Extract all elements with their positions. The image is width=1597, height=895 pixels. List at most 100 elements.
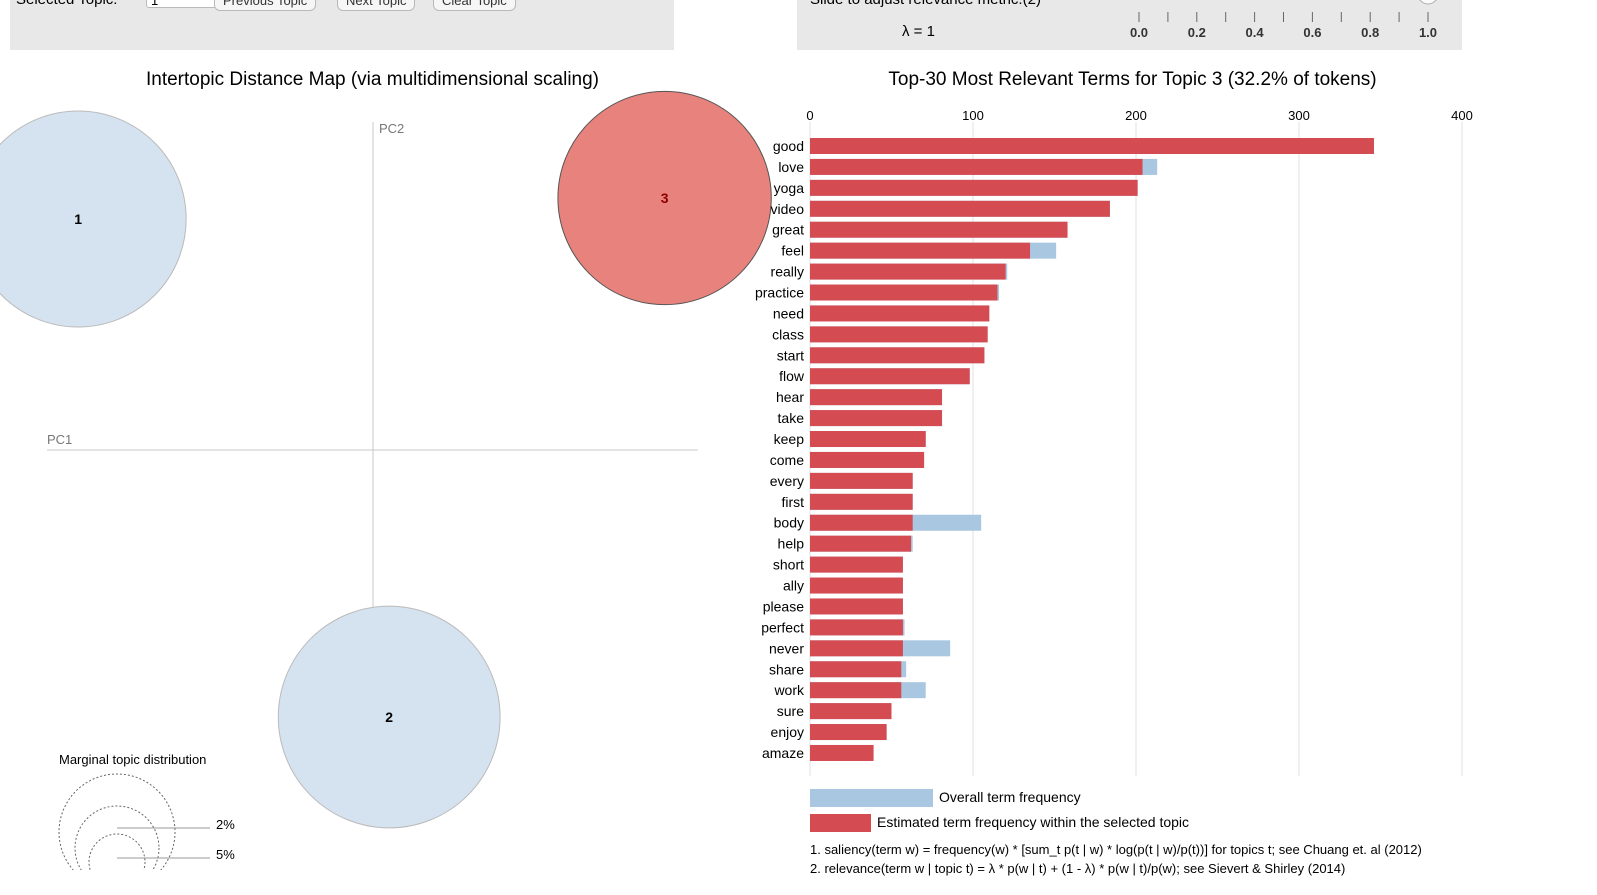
topic-bar-start [810, 347, 985, 364]
marginal-distribution-title: Marginal topic distribution [59, 752, 206, 767]
legend-overall-swatch [810, 789, 933, 807]
topic-bar-share [810, 661, 902, 678]
topic-bar-great [810, 221, 1068, 238]
topic-bar-every [810, 472, 913, 489]
topic-bar-really [810, 263, 1006, 280]
topic-bar-amaze [810, 744, 874, 761]
x-tick-label: 100 [962, 108, 984, 123]
term-label-start: start [777, 347, 804, 363]
legend-topic-label: Estimated term frequency within the sele… [877, 814, 1190, 830]
term-label-amaze: amaze [762, 745, 804, 761]
topic-bar-perfect [810, 619, 903, 636]
topic-bar-please [810, 598, 903, 615]
term-label-keep: keep [774, 431, 805, 447]
topic-bar-class [810, 326, 988, 343]
topic-bar-short [810, 556, 903, 573]
top-terms-bar-chart: 0 100 200 300 400 good love yoga video great feel r… [755, 108, 1473, 776]
slider-tick-label: 0.6 [1303, 25, 1321, 40]
intertopic-map-title: Intertopic Distance Map (via multidimens… [145, 69, 600, 90]
x-tick-label: 400 [1451, 108, 1473, 123]
slider-tick-label: 0.8 [1361, 25, 1379, 40]
x-tick-label: 300 [1288, 108, 1310, 123]
term-label-really: really [771, 264, 804, 280]
intertopic-distance-map: PC1 PC2 1 2 3 Marginal topic distribution 2% 5% [0, 90, 772, 870]
term-label-love: love [778, 159, 804, 175]
topic-bar-ally [810, 577, 903, 594]
term-label-video: video [771, 201, 805, 217]
topic-bar-video [810, 200, 1110, 217]
topic-bar-flow [810, 368, 970, 385]
pc2-axis-label: PC2 [379, 121, 404, 136]
topic-bubble-label: 3 [661, 190, 669, 206]
topic-bar-take [810, 410, 943, 427]
size-legend-circle [88, 833, 146, 870]
topic-bar-body [810, 514, 913, 531]
x-tick-label: 0 [806, 108, 813, 123]
legend-topic-swatch [810, 814, 871, 832]
topic-bar-need [810, 305, 990, 322]
topic-bubble-1[interactable] [0, 110, 187, 328]
term-label-help: help [778, 536, 805, 552]
term-label-great: great [772, 222, 804, 238]
term-label-feel: feel [781, 243, 804, 259]
pc1-axis-label: PC1 [47, 432, 72, 447]
size-legend-circle [58, 773, 176, 870]
size-legend-label: 2% [216, 817, 235, 832]
term-label-need: need [773, 305, 804, 321]
term-label-take: take [778, 410, 805, 426]
term-label-every: every [770, 473, 804, 489]
topic-bar-come [810, 451, 925, 468]
slider-handle[interactable] [1418, 0, 1438, 5]
topic-bar-practice [810, 284, 998, 301]
topic-bar-help [810, 535, 912, 552]
size-legend-label: 5% [216, 847, 235, 862]
slider-tick-label: 0.4 [1246, 25, 1265, 40]
bar-chart-title: Top-30 Most Relevant Terms for Topic 3 (… [888, 69, 1377, 90]
term-label-hear: hear [776, 389, 804, 405]
next-topic-button[interactable]: Next Topic [337, 0, 416, 11]
selected-topic-label: Selected Topic: [16, 0, 117, 8]
saliency-footnote: 1. saliency(term w) = frequency(w) * [su… [810, 842, 1422, 857]
term-label-short: short [773, 557, 804, 573]
relevance-footnote: 2. relevance(term w | topic t) = λ * p(w… [810, 861, 1346, 876]
lambda-label: λ = 1 [902, 23, 935, 40]
topic-bar-enjoy [810, 724, 887, 741]
x-tick-label: 200 [1125, 108, 1147, 123]
slider-label: Slide to adjust relevance metric:(2) [810, 0, 1041, 8]
topic-bubble-3[interactable] [557, 90, 772, 306]
topic-bar-feel [810, 242, 1031, 259]
topic-bar-never [810, 640, 903, 657]
selected-topic-input[interactable] [146, 0, 216, 8]
topic-bar-first [810, 493, 913, 510]
topic-bubble-2[interactable] [277, 605, 501, 829]
term-label-work: work [773, 682, 805, 698]
term-label-class: class [772, 326, 804, 342]
term-label-share: share [769, 661, 804, 677]
slider-tick-label: 0.2 [1188, 25, 1206, 40]
topic-bar-keep [810, 431, 926, 448]
topic-bar-work [810, 682, 902, 699]
topic-bubble-label: 2 [385, 709, 393, 725]
term-label-yoga: yoga [774, 180, 805, 196]
term-label-come: come [770, 452, 804, 468]
relevance-slider[interactable]: 0.0 0.2 0.4 0.6 0.8 1.0 [797, 0, 1462, 50]
term-label-first: first [781, 494, 804, 510]
term-label-body: body [774, 515, 804, 531]
slider-tick-label: 1.0 [1419, 25, 1437, 40]
relevance-controls-panel: Slide to adjust relevance metric:(2) λ =… [797, 0, 1462, 50]
term-label-flow: flow [779, 368, 805, 384]
topic-bar-hear [810, 389, 943, 406]
topic-bar-love [810, 158, 1143, 175]
topic-bar-yoga [810, 179, 1138, 196]
term-label-good: good [773, 138, 804, 154]
term-label-enjoy: enjoy [771, 724, 804, 740]
term-label-perfect: perfect [761, 619, 804, 635]
clear-topic-button[interactable]: Clear Topic [433, 0, 516, 11]
previous-topic-button[interactable]: Previous Topic [214, 0, 317, 11]
slider-tick-label: 0.0 [1130, 25, 1148, 40]
term-label-please: please [763, 598, 804, 614]
topic-bar-sure [810, 703, 892, 720]
topic-controls-panel: Selected Topic: Previous Topic Next Topi… [10, 0, 674, 50]
topic-bubble-label: 1 [74, 211, 82, 227]
size-legend-circle [74, 805, 160, 870]
